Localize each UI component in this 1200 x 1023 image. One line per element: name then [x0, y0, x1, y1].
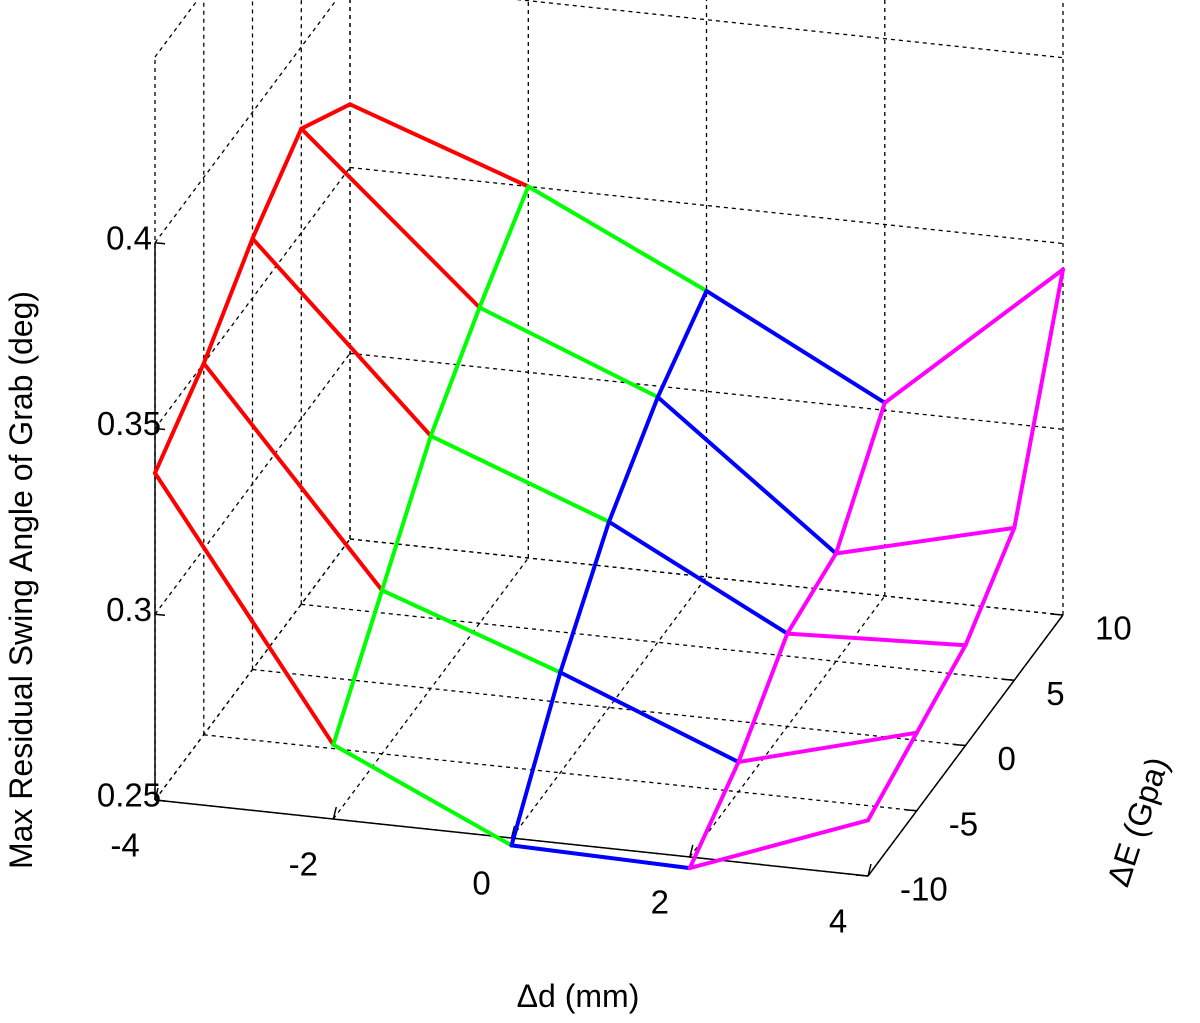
- z-tick-mark: [154, 799, 166, 802]
- mesh-segment: [250, 126, 304, 241]
- mesh-segment: [785, 551, 838, 636]
- mesh-segment: [331, 588, 384, 747]
- mesh-segment: [477, 305, 660, 400]
- mesh-segment: [736, 730, 919, 764]
- mesh-segment: [834, 525, 1017, 556]
- mesh-segment: [509, 670, 563, 848]
- mesh-segment: [607, 519, 790, 636]
- grid-lines: [154, 0, 1064, 877]
- z-tick-mark: [154, 613, 166, 617]
- mesh-segment: [201, 361, 384, 593]
- z-tick-label: 0.4: [106, 219, 152, 256]
- x-tick-mark: [332, 806, 338, 820]
- z-axis-label: Max Residual Swing Angle of Grab (deg): [3, 291, 39, 869]
- surface-mesh: [153, 102, 1065, 871]
- y-tick-label: 5: [1046, 675, 1064, 712]
- mesh-segment: [834, 400, 887, 556]
- mesh-segment: [380, 588, 563, 675]
- y-axis-label: ΔE (Gpa): [1100, 753, 1175, 891]
- mesh-segment: [348, 102, 531, 189]
- y-tick-label: -10: [900, 871, 948, 908]
- y-tick-mark: [1050, 613, 1064, 616]
- mesh-segment: [331, 742, 514, 848]
- x-tick-label: -2: [289, 846, 318, 883]
- back-wall-gridline: [154, 0, 338, 244]
- x-tick-mark: [510, 825, 516, 839]
- x-axis-label: Δd (mm): [517, 978, 640, 1014]
- z-tick-label: 0.35: [97, 405, 161, 442]
- axes: [154, 241, 1064, 877]
- mesh-segment: [153, 471, 336, 747]
- mesh-segment: [607, 395, 660, 524]
- mesh-segment: [866, 730, 919, 823]
- mesh-segment: [655, 288, 709, 400]
- x-tick-mark: [867, 863, 872, 877]
- y-tick-mark: [953, 743, 966, 747]
- mesh-segment: [882, 267, 1065, 405]
- y-tick-label: -5: [949, 806, 978, 843]
- mesh-segment: [963, 525, 1017, 648]
- z-tick-mark: [154, 241, 166, 245]
- y-tick-mark: [855, 874, 869, 877]
- z-tick-label: 0.3: [106, 591, 152, 628]
- mesh-segment: [153, 361, 206, 476]
- mesh-segment: [526, 184, 709, 293]
- mesh-segment: [428, 433, 611, 524]
- mesh-segment: [558, 670, 741, 764]
- y-tick-label: 10: [1095, 610, 1132, 647]
- mesh-segment: [380, 433, 433, 593]
- mesh-segment: [509, 843, 692, 871]
- floor-gridline: [510, 576, 708, 839]
- y-tick-mark: [904, 809, 917, 812]
- x-tick-label: 2: [651, 884, 669, 921]
- mesh-segment: [201, 236, 255, 366]
- mesh-segment: [558, 519, 611, 675]
- mesh-segment: [914, 643, 968, 735]
- mesh-segment: [655, 395, 838, 556]
- z-tick-mark: [154, 427, 166, 431]
- mesh-segment: [704, 288, 887, 405]
- mesh-segment: [250, 236, 433, 438]
- y-tick-mark: [1002, 678, 1015, 682]
- mesh-segment: [1012, 267, 1065, 530]
- mesh-segment: [299, 126, 482, 310]
- z-tick-label: 0.25: [97, 777, 161, 814]
- mesh-segment: [687, 818, 870, 871]
- x-tick-label: 4: [829, 903, 847, 940]
- mesh-segment: [785, 631, 968, 648]
- y-tick-label: 0: [998, 740, 1016, 777]
- mesh-segment: [428, 305, 482, 438]
- x-tick-mark: [154, 787, 159, 801]
- x-tick-label: 0: [472, 865, 490, 902]
- mesh-segment: [687, 760, 741, 871]
- mesh-segment: [736, 631, 790, 764]
- mesh-segment: [477, 184, 531, 310]
- mesh-segment: [299, 102, 352, 131]
- x-tick-mark: [689, 844, 694, 858]
- x-tick-label: -4: [110, 827, 139, 864]
